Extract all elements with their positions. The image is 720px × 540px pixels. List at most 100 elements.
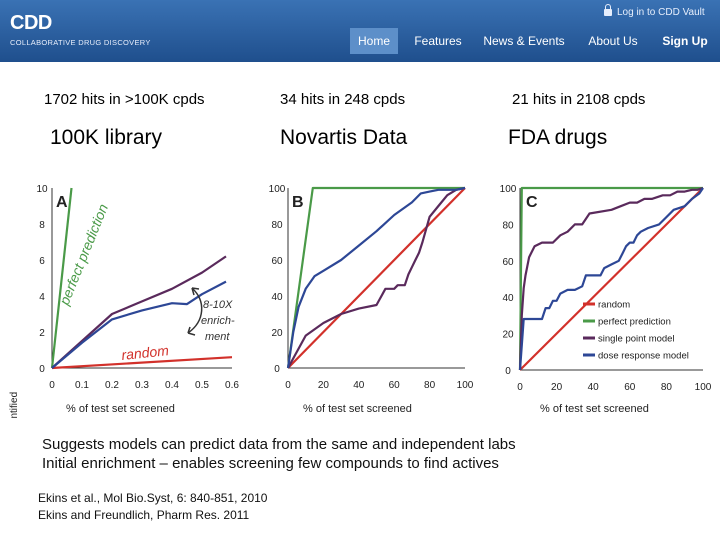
chart-a-xtick: 0 (49, 380, 55, 391)
chart-a-ytick: 0 (39, 364, 45, 375)
chart-b-xtick: 60 (389, 380, 401, 391)
chart-b-ytick: 100 (269, 184, 286, 195)
chart-a-xtick: 0.6 (225, 380, 239, 391)
chart-c: 0 20 40 60 80 100 0 20 40 60 80 100 C random perfec… (500, 184, 712, 415)
chart-a-xtick: 0.5 (195, 380, 209, 391)
nav-sign-up[interactable]: Sign Up (662, 34, 708, 48)
chart-a-ytick: 6 (39, 256, 45, 267)
chart-c-xtick: 100 (695, 382, 712, 393)
chart-c-series-dose-response-model (518, 187, 704, 371)
chart-c-xticks: 0 20 40 60 80 100 (517, 382, 712, 393)
chart-a-xtick: 0.4 (165, 380, 179, 391)
chart-b-yticks: 0 20 40 60 80 100 (269, 184, 286, 375)
chart-c-panel-label: C (526, 194, 538, 211)
chart-c-xtick: 80 (661, 382, 673, 393)
chart-a-xlabel: % of test set screened (66, 403, 175, 415)
library-label-b: Novartis Data (280, 126, 408, 149)
chart-a-annotation-enrich-3: ment (205, 331, 230, 343)
chart-b-series-random (287, 187, 466, 369)
chart-c-ytick: 100 (500, 184, 517, 195)
login-label: Log in to CDD Vault (617, 7, 705, 18)
chart-c-xtick: 60 (624, 382, 636, 393)
chart-a-ytick: 4 (39, 292, 45, 303)
chart-a-series-perfect-prediction (50, 187, 73, 369)
reference-1: Ekins et al., Mol Bio.Syst, 6: 840-851, … (38, 491, 268, 505)
chart-b-ytick: 20 (271, 328, 283, 339)
reference-2: Ekins and Freundlich, Pharm Res. 2011 (38, 508, 250, 522)
chart-a-xticks: 0 0.1 0.2 0.3 0.4 0.5 0.6 (49, 380, 239, 391)
note-2: Initial enrichment – enables screening f… (42, 455, 499, 472)
chart-c-xtick: 0 (517, 382, 523, 393)
chart-c-ytick: 20 (502, 330, 514, 341)
chart-a-panel-label: A (56, 194, 68, 211)
chart-b: 0 20 40 60 80 100 0 20 40 60 80 100 B % of test se… (269, 184, 474, 415)
nav-about-us[interactable]: About Us (588, 34, 638, 48)
chart-b-xticks: 0 20 40 60 80 100 (285, 380, 474, 391)
chart-b-panel-label: B (292, 194, 304, 211)
chart-b-xlabel: % of test set screened (303, 403, 412, 415)
chart-a-ylabel: % of hits identified (9, 392, 20, 418)
nav-features[interactable]: Features (414, 34, 462, 48)
cdd-logo[interactable]: CDD (10, 12, 52, 34)
hits-label-a: 1702 hits in >100K cpds (44, 91, 205, 108)
legend-entry: dose response model (598, 351, 689, 362)
chart-b-ytick: 0 (274, 364, 280, 375)
chart-a-annotation-enrich-1: 8-10X (203, 299, 233, 311)
chart-a-xtick: 0.1 (75, 380, 89, 391)
login-link[interactable]: Log in to CDD Vault (604, 4, 705, 18)
chart-b-xtick: 100 (457, 380, 474, 391)
chart-a-ytick: 8 (39, 220, 45, 231)
chart-b-xtick: 40 (353, 380, 365, 391)
chart-b-series-perfect-prediction (286, 186, 465, 369)
chart-b-xtick: 0 (285, 380, 291, 391)
chart-b-series-dose-response-model (286, 186, 466, 369)
chart-a-xtick: 0.2 (105, 380, 119, 391)
legend-entry: single point model (598, 334, 675, 345)
hits-label-c: 21 hits in 2108 cpds (512, 91, 646, 108)
chart-a-series (50, 187, 233, 370)
legend-entry: random (598, 300, 630, 311)
enrichment-arrow (187, 287, 203, 334)
chart-b-ytick: 80 (271, 220, 283, 231)
chart-c-series-single-point-model (518, 186, 704, 371)
chart-c-ytick: 40 (502, 293, 514, 304)
chart-b-ytick: 40 (271, 292, 283, 303)
legend-entry: perfect prediction (598, 317, 671, 328)
site-header: CDD COLLABORATIVE DRUG DISCOVERY Log in … (0, 0, 720, 62)
nav-home[interactable]: Home (350, 28, 398, 54)
chart-c-series-perfect-prediction (518, 186, 703, 371)
note-1: Suggests models can predict data from th… (42, 436, 516, 453)
enrichment-arrowhead-bottom (187, 326, 196, 336)
chart-c-yticks: 0 20 40 60 80 100 (500, 184, 517, 377)
chart-c-series (518, 186, 704, 371)
chart-c-ytick: 80 (502, 220, 514, 231)
hits-label-b: 34 hits in 248 cpds (280, 91, 406, 108)
chart-c-series-random (519, 187, 704, 371)
enrichment-arrowhead (191, 287, 200, 296)
chart-b-series (286, 186, 466, 369)
chart-c-xtick: 20 (551, 382, 563, 393)
library-label-a: 100K library (50, 126, 163, 149)
chart-c-ytick: 60 (502, 257, 514, 268)
chart-c-xlabel: % of test set screened (540, 403, 649, 415)
chart-a-annotation-random: random (121, 342, 170, 363)
chart-b-ytick: 60 (271, 256, 283, 267)
chart-c-xtick: 40 (588, 382, 600, 393)
chart-a-series-single-point-model (51, 255, 227, 369)
chart-a-xtick: 0.3 (135, 380, 149, 391)
chart-a-annotation-enrich-2: enrich- (201, 315, 235, 327)
chart-c-ytick: 0 (505, 366, 511, 377)
chart-c-legend: random perfect prediction single point mod… (583, 300, 689, 362)
chart-b-xtick: 80 (424, 380, 436, 391)
chart-a-series-dose-response-model (51, 280, 227, 369)
chart-b-xtick: 20 (318, 380, 330, 391)
chart-a-series-random (51, 356, 233, 370)
chart-b-series-single-point-model (287, 186, 466, 369)
lock-icon (604, 4, 612, 16)
logo-tagline: COLLABORATIVE DRUG DISCOVERY (10, 38, 151, 47)
chart-a-yticks: 0 2 4 6 8 10 (36, 184, 48, 375)
library-label-c: FDA drugs (508, 126, 608, 149)
nav-news-events[interactable]: News & Events (483, 34, 565, 48)
chart-a-ytick: 10 (36, 184, 48, 195)
